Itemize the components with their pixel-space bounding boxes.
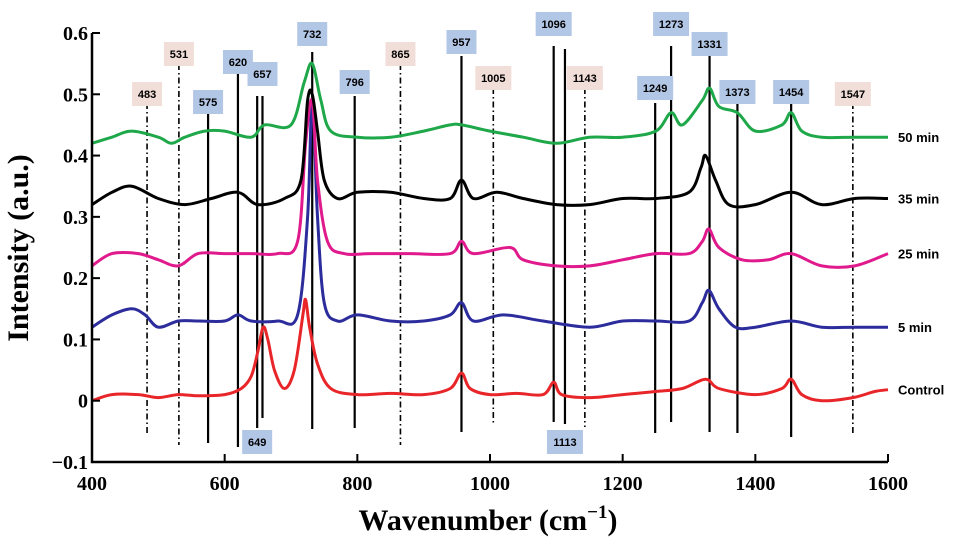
peak-label-bottom-box-649 xyxy=(242,430,273,454)
peak-lines-layer xyxy=(146,46,854,447)
peak-label-box-1373 xyxy=(719,80,756,104)
series-line-35-min xyxy=(91,88,889,209)
peak-label-text-796: 796 xyxy=(346,77,364,89)
y-tick-label-4: 0.3 xyxy=(63,207,88,229)
peak-label-text-1373: 1373 xyxy=(725,87,749,99)
peak-label-box-575 xyxy=(193,90,224,114)
y-tick-label-7: 0.6 xyxy=(63,23,88,45)
peak-label-box-1143 xyxy=(566,66,603,90)
y-tick-label-1: 0 xyxy=(78,391,88,413)
peak-label-text-483: 483 xyxy=(138,89,156,101)
peak-label-text-531: 531 xyxy=(170,49,188,61)
series-label-5-min: 5 min xyxy=(898,320,932,335)
peak-label-bottom-text-1113: 1113 xyxy=(553,437,576,449)
peak-label-text-957: 957 xyxy=(452,37,470,49)
y-tick-label-6: 0.5 xyxy=(63,84,88,106)
peak-label-text-1547: 1547 xyxy=(841,89,865,101)
peak-label-text-620: 620 xyxy=(229,57,247,69)
series-line-control xyxy=(91,297,889,403)
x-tick-label-600: 600 xyxy=(210,473,240,495)
series-line-5-min xyxy=(91,98,888,331)
peak-label-box-1005 xyxy=(475,66,512,90)
peak-label-box-1547 xyxy=(834,82,871,106)
peak-label-box-1096 xyxy=(535,12,572,36)
x-axis-title-superscript: −1 xyxy=(587,502,607,523)
peak-label-box-957 xyxy=(446,30,477,54)
peak-label-text-1096: 1096 xyxy=(541,19,565,31)
peak-label-box-732 xyxy=(297,22,328,46)
peak-label-text-1454: 1454 xyxy=(779,87,804,99)
series-label-35-min: 35 min xyxy=(898,191,939,206)
y-tick-label-3: 0.2 xyxy=(63,268,88,290)
peak-label-box-483 xyxy=(132,82,163,106)
x-tick-label-1000: 1000 xyxy=(470,473,510,495)
x-axis-title-close: ) xyxy=(607,504,617,537)
peak-label-text-1273: 1273 xyxy=(659,19,683,31)
peak-label-box-1249 xyxy=(637,76,674,100)
series-layer xyxy=(91,61,889,403)
peak-label-box-1331 xyxy=(691,32,728,56)
peak-label-text-1331: 1331 xyxy=(697,39,721,51)
x-tick-label-1200: 1200 xyxy=(603,473,643,495)
peak-label-text-1143: 1143 xyxy=(573,73,597,85)
peak-labels-layer: Control 5 min 25 min 35 min 50 min 483 531 575 6… xyxy=(132,12,944,454)
x-tick-label-1600: 1600 xyxy=(868,473,908,495)
series-line-25-min xyxy=(91,98,889,269)
peak-label-box-1273 xyxy=(653,12,690,36)
peak-label-box-796 xyxy=(339,70,370,94)
series-label-control: Control xyxy=(898,383,944,398)
y-tick-label-2: 0.1 xyxy=(63,329,88,351)
peak-label-box-657 xyxy=(247,62,278,86)
peak-label-bottom-text-649: 649 xyxy=(248,437,266,449)
x-axis-title-text: Wavenumber (cm xyxy=(359,504,588,537)
y-axis-title: Intensity (a.u.) xyxy=(2,154,35,342)
peak-label-box-865 xyxy=(385,42,416,66)
y-tick-label-5: 0.4 xyxy=(63,146,88,168)
x-tick-label-1400: 1400 xyxy=(735,473,775,495)
x-tick-label-400: 400 xyxy=(77,473,107,495)
series-line-50-min xyxy=(91,61,888,145)
peak-label-text-1005: 1005 xyxy=(481,73,505,85)
peak-label-text-865: 865 xyxy=(391,49,409,61)
series-label-25-min: 25 min xyxy=(898,247,939,262)
peak-label-text-657: 657 xyxy=(253,69,271,81)
peak-label-bottom-box-1113 xyxy=(546,430,583,454)
series-label-50-min: 50 min xyxy=(898,130,939,145)
peak-label-box-531 xyxy=(163,42,194,66)
y-tick-label-0: −0.1 xyxy=(52,452,88,474)
x-tick-label-800: 800 xyxy=(342,473,372,495)
x-axis-title: Wavenumber (cm−1) xyxy=(359,502,618,537)
peak-label-text-732: 732 xyxy=(303,29,321,41)
peak-label-text-1249: 1249 xyxy=(643,83,667,95)
peak-label-box-1454 xyxy=(773,80,810,104)
axes-layer: 400 600 800 1000 1200 1400 1600 −0.1 0 0.1 0.2 0.3 0… xyxy=(52,23,908,495)
peak-label-text-575: 575 xyxy=(199,97,217,109)
